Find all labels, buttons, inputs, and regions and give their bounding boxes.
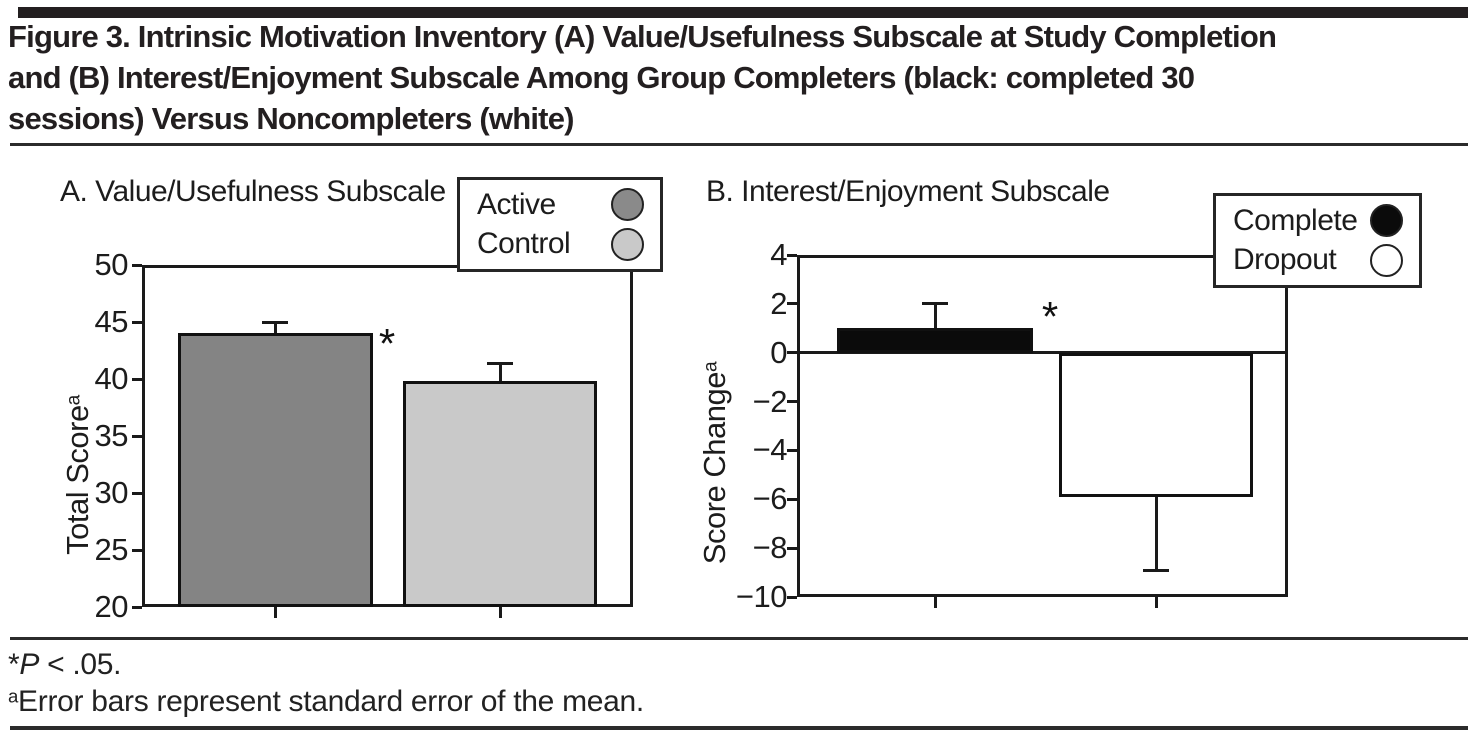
legend-label-control: Control	[477, 227, 571, 261]
legend-swatch-control-circle-icon	[611, 227, 644, 261]
y-tick-label: 0	[770, 334, 787, 370]
figure-title-line-3: sessions) Versus Noncompleters (white)	[8, 101, 574, 136]
bar-dropout	[1059, 352, 1253, 497]
y-axis-tick	[132, 605, 142, 609]
legend-swatch-complete-circle-icon	[1370, 204, 1403, 238]
y-tick-label: −8	[752, 530, 788, 566]
y-tick-label: 45	[94, 304, 129, 339]
bar-complete	[837, 328, 1033, 353]
x-axis-tick	[933, 597, 937, 608]
error-bar-cap	[922, 302, 948, 306]
y-axis-tick	[132, 434, 142, 438]
panel-b-title: B. Interest/Enjoyment Subscale	[706, 175, 1110, 208]
y-axis-tick	[787, 497, 797, 501]
panel-a-title: A. Value/Usefulness Subscale	[60, 175, 446, 208]
legend-label-active: Active	[477, 187, 556, 221]
y-tick-label: 35	[94, 418, 129, 453]
y-axis-tick	[787, 302, 797, 306]
legend-label-dropout: Dropout	[1233, 243, 1337, 277]
y-axis-tick	[132, 320, 142, 324]
x-axis-tick	[498, 607, 502, 618]
error-bar-footnote-text: Error bars represent standard error of t…	[18, 685, 644, 718]
panel-b-y-axis-label: Score Changea	[697, 303, 739, 623]
error-bar-cap	[1143, 568, 1169, 572]
panel-a-y-axis-label: Total Scorea	[60, 315, 102, 635]
significance-footnote-p: P	[19, 648, 40, 681]
error-bar-stem	[933, 303, 937, 329]
y-tick-label: 30	[94, 475, 129, 510]
error-bar-footnote: aError bars represent standard error of …	[8, 685, 644, 719]
significance-footnote: *P < .05.	[8, 648, 122, 682]
error-bar-cap	[262, 320, 288, 324]
figure-title-line-2: and (B) Interest/Enjoyment Subscale Amon…	[8, 60, 1195, 95]
y-tick-label: −6	[752, 481, 788, 517]
footnote-divider	[10, 637, 1468, 640]
error-bar-footnote-marker: a	[8, 685, 19, 707]
plot-frame	[797, 255, 1288, 597]
bottom-rule	[10, 726, 1468, 730]
y-tick-label: 4	[770, 237, 787, 272]
panel-b-legend: Complete Dropout	[1213, 193, 1422, 288]
x-axis-tick	[273, 607, 277, 618]
y-axis-tick	[787, 448, 797, 452]
y-tick-label: 2	[770, 285, 787, 321]
panel-a-significance-asterisk: *	[378, 320, 396, 367]
error-bar-stem	[498, 363, 502, 382]
y-axis-tick	[787, 253, 797, 257]
y-tick-label: −4	[752, 432, 788, 468]
error-bar-stem	[273, 322, 277, 334]
y-axis-tick	[787, 351, 797, 355]
significance-footnote-value: < .05.	[39, 648, 122, 681]
top-rule	[18, 7, 1468, 18]
panel-a-y-axis-label-superscript: a	[63, 395, 85, 406]
legend-item-active: Active	[477, 188, 644, 222]
legend-label-complete: Complete	[1233, 203, 1358, 237]
y-axis-tick	[132, 263, 142, 267]
y-tick-label: 40	[94, 361, 129, 396]
y-tick-label: 20	[94, 589, 129, 624]
panel-b-y-axis-label-superscript: a	[700, 361, 722, 372]
significance-footnote-asterisk: *	[8, 648, 20, 681]
figure-title-line-1: Figure 3. Intrinsic Motivation Inventory…	[8, 19, 1277, 54]
error-bar-stem	[1154, 496, 1158, 571]
zero-line	[797, 351, 1288, 355]
error-bar-cap	[487, 361, 513, 365]
y-tick-label: −10	[735, 579, 788, 614]
panel-a-legend: Active Control	[457, 177, 663, 272]
legend-swatch-active-circle-icon	[611, 188, 644, 222]
figure-title: Figure 3. Intrinsic Motivation Inventory…	[8, 16, 1470, 139]
y-tick-label: 50	[94, 247, 129, 282]
title-divider	[10, 143, 1468, 146]
y-axis-tick	[787, 595, 797, 599]
bar-active	[177, 333, 373, 607]
y-axis-tick	[132, 377, 142, 381]
y-axis-tick	[132, 548, 142, 552]
plot-frame	[142, 265, 633, 607]
legend-item-control: Control	[477, 227, 644, 261]
panel-b-y-axis-label-text: Score Change	[697, 372, 732, 565]
panel-b-significance-asterisk: *	[1041, 293, 1059, 340]
y-axis-tick	[787, 400, 797, 404]
y-axis-tick	[132, 491, 142, 495]
legend-item-complete: Complete	[1233, 204, 1403, 238]
y-tick-label: −2	[752, 383, 788, 419]
legend-item-dropout: Dropout	[1233, 243, 1403, 277]
bar-control	[403, 381, 597, 607]
x-axis-tick	[1154, 597, 1158, 608]
y-axis-tick	[787, 546, 797, 550]
panel-a-y-axis-label-text: Total Score	[60, 405, 95, 555]
y-tick-label: 25	[94, 532, 129, 567]
legend-swatch-dropout-circle-icon	[1370, 243, 1403, 277]
